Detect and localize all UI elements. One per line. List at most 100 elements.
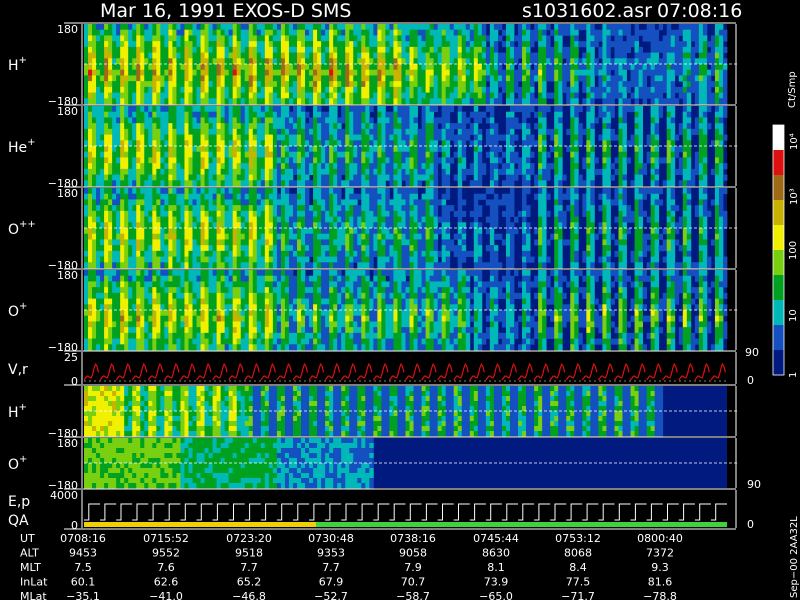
heatmap-cell: [232, 111, 238, 118]
heatmap-cell: [329, 52, 334, 59]
heatmap-cell: [317, 69, 322, 76]
heatmap-cell: [698, 29, 704, 36]
heatmap-cell: [112, 256, 117, 263]
heatmap-cell: [329, 69, 334, 76]
heatmap-cell: [574, 151, 579, 158]
heatmap-cell: [534, 35, 539, 42]
heatmap-cell: [357, 123, 362, 130]
heatmap-cell: [248, 256, 254, 263]
heatmap-cell: [634, 180, 639, 187]
heatmap-cell: [586, 81, 591, 88]
heatmap-cell: [546, 163, 551, 170]
heatmap-cell: [333, 180, 338, 187]
heatmap-cell: [522, 86, 527, 93]
heatmap-cell: [630, 58, 635, 65]
heatmap-cell: [228, 35, 234, 42]
heatmap-cell: [296, 163, 302, 170]
heatmap-cell: [92, 233, 97, 240]
heatmap-cell: [538, 168, 543, 175]
heatmap-cell: [570, 163, 575, 170]
heatmap-cell: [96, 140, 101, 147]
heatmap-cell: [116, 256, 121, 263]
heatmap-cell: [296, 205, 302, 212]
heatmap-cell: [477, 69, 483, 76]
heatmap-cell: [164, 222, 169, 229]
heatmap-cell: [288, 239, 294, 246]
heatmap-cell: [670, 146, 676, 153]
heatmap-cell: [184, 86, 189, 93]
heatmap-cell: [582, 58, 587, 65]
heatmap-cell: [718, 52, 724, 59]
heatmap-cell: [401, 52, 406, 59]
heatmap-cell: [280, 46, 286, 53]
heatmap-cell: [204, 117, 209, 124]
heatmap-cell: [718, 174, 724, 181]
heatmap-cell: [445, 134, 451, 141]
heatmap-cell: [160, 64, 165, 71]
heatmap-cell: [329, 123, 334, 130]
heatmap-cell: [309, 210, 314, 217]
heatmap-cell: [100, 41, 105, 48]
heatmap-cell: [184, 146, 189, 153]
heatmap-cell: [264, 199, 270, 206]
heatmap-cell: [349, 199, 354, 206]
heatmap-cell: [301, 52, 306, 59]
heatmap-cell: [469, 41, 475, 48]
heatmap-cell: [120, 140, 125, 147]
heatmap-cell: [417, 46, 422, 53]
heatmap-cell: [276, 163, 282, 170]
heatmap-cell: [650, 128, 656, 135]
heatmap-cell: [393, 111, 398, 118]
heatmap-cell: [236, 81, 242, 88]
heatmap-cell: [554, 46, 559, 53]
heatmap-cell: [208, 24, 213, 31]
heatmap-cell: [678, 52, 684, 59]
heatmap-cell: [522, 92, 527, 99]
heatmap-cell: [405, 24, 410, 31]
heatmap-cell: [148, 86, 153, 93]
heatmap-cell: [718, 106, 724, 113]
heatmap-cell: [172, 262, 177, 269]
heatmap-cell: [662, 52, 668, 59]
heatmap-cell: [196, 210, 201, 217]
heatmap-cell: [337, 168, 342, 175]
heatmap-cell: [228, 46, 234, 53]
heatmap-cell: [156, 210, 161, 217]
heatmap-cell: [172, 157, 177, 164]
heatmap-cell: [397, 128, 402, 135]
heatmap-cell: [542, 180, 547, 187]
heatmap-cell: [292, 46, 298, 53]
heatmap-cell: [670, 163, 676, 170]
heatmap-cell: [228, 216, 234, 223]
heatmap-cell: [345, 210, 350, 217]
heatmap-cell: [128, 123, 133, 130]
heatmap-cell: [232, 157, 238, 164]
heatmap-cell: [369, 35, 374, 42]
heatmap-cell: [409, 117, 414, 124]
heatmap-cell: [361, 210, 366, 217]
heatmap-cell: [445, 75, 451, 82]
heatmap-cell: [136, 58, 141, 65]
heatmap-cell: [104, 29, 109, 36]
heatmap-cell: [164, 29, 169, 36]
heatmap-cell: [654, 92, 660, 99]
heatmap-cell: [509, 24, 515, 31]
heatmap-cell: [317, 46, 322, 53]
heatmap-cell: [176, 92, 181, 99]
heatmap-cell: [140, 134, 145, 141]
heatmap-cell: [321, 168, 326, 175]
heatmap-cell: [112, 180, 117, 187]
heatmap-cell: [144, 174, 149, 181]
spectrogram-h-plus: [84, 24, 737, 105]
heatmap-cell: [120, 233, 125, 240]
spectrogram-o-plusplus: [84, 188, 737, 269]
heatmap-cell: [514, 69, 519, 76]
heatmap-cell: [292, 52, 298, 59]
heatmap-cell: [349, 250, 354, 257]
heatmap-cell: [381, 168, 386, 175]
heatmap-cell: [164, 163, 169, 170]
heatmap-cell: [357, 222, 362, 229]
heatmap-cell: [622, 180, 627, 187]
heatmap-cell: [429, 180, 435, 187]
heatmap-cell: [124, 64, 129, 71]
